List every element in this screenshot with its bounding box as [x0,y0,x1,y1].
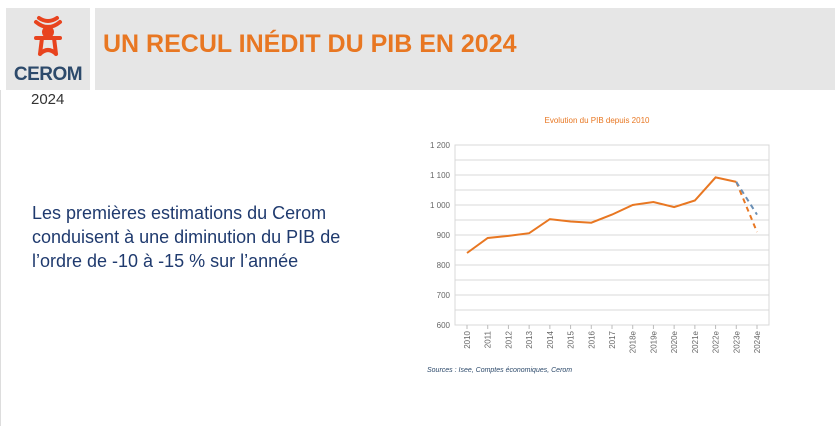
y-tick-label: 600 [437,321,451,330]
chart-source: Sources : Isee, Comptes économiques, Cer… [427,367,572,374]
x-tick-label: 2010 [463,330,472,348]
x-tick-label: 2015 [567,330,576,348]
series-line [735,181,758,233]
cerom-logo: CEROM [6,8,90,90]
y-tick-label: 900 [437,231,451,240]
x-tick-label: 2016 [587,330,596,348]
logo-text: CEROM [13,64,83,85]
x-tick-label: 2011 [484,330,493,348]
x-tick-label: 2013 [525,330,534,348]
y-tick-label: 1 200 [430,141,451,150]
y-tick-label: 1 000 [430,201,451,210]
series-line [735,181,758,216]
x-tick-label: 2017 [608,330,617,348]
x-tick-label: 2012 [504,330,513,348]
x-tick-label: 2023e [732,330,741,353]
x-tick-label: 2022e [712,330,721,353]
divider [0,90,1,426]
series-line [466,176,737,254]
cerom-emblem-icon [34,16,62,56]
title-bar: UN RECUL INÉDIT DU PIB EN 2024 [95,8,835,90]
body-text: Les premières estimations du Cerom condu… [32,203,341,271]
x-tick-label: 2021e [691,330,700,353]
x-tick-label: 2018e [629,330,638,353]
x-tick-label: 2020e [670,330,679,353]
y-tick-label: 1 100 [430,171,451,180]
y-tick-label: 800 [437,261,451,270]
x-tick-label: 2024e [753,330,762,353]
year-label: 2024 [31,91,65,108]
page-title: UN RECUL INÉDIT DU PIB EN 2024 [103,30,517,58]
chart-title: Evolution du PIB depuis 2010 [545,116,651,125]
x-tick-label: 2019e [649,330,658,353]
x-tick-label: 2014 [546,330,555,348]
y-tick-label: 700 [437,291,451,300]
